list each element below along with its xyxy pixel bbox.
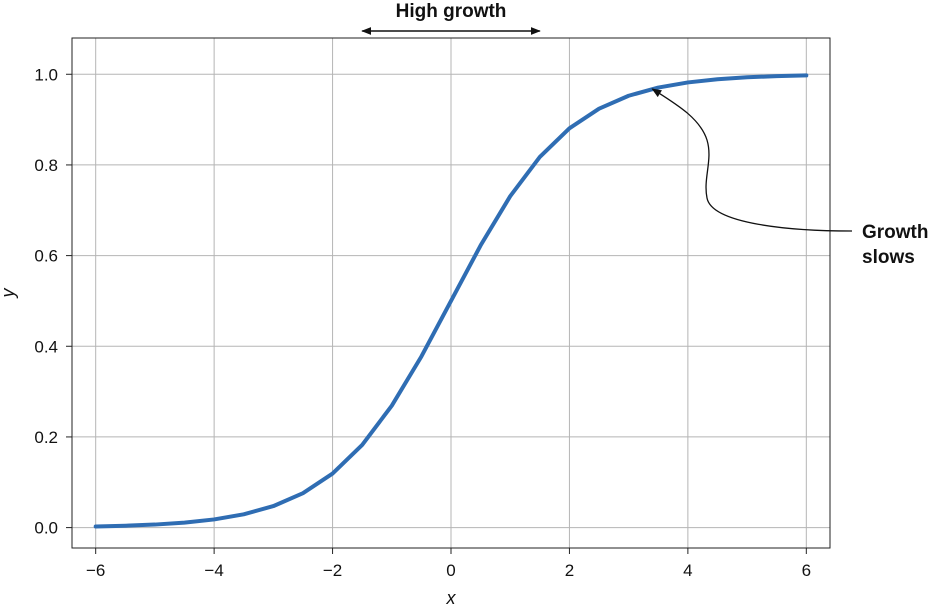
y-tick-label: 0.6 bbox=[34, 247, 58, 266]
x-tick-label: −2 bbox=[323, 561, 342, 580]
y-tick-label: 0.0 bbox=[34, 519, 58, 538]
y-axis-label: y bbox=[0, 288, 18, 300]
growth-slows-label-line-1: Growth bbox=[862, 222, 929, 243]
x-axis-label: x bbox=[446, 588, 457, 606]
grid-lines bbox=[72, 38, 830, 548]
sigmoid-line bbox=[93, 73, 809, 529]
x-tick-label: −6 bbox=[86, 561, 105, 580]
growth-slows-arrow bbox=[651, 88, 853, 232]
x-tick-label: 0 bbox=[446, 561, 455, 580]
x-tick-label: 6 bbox=[802, 561, 811, 580]
annotation-growth-slows: Growth slows bbox=[651, 88, 929, 268]
high-growth-label: High growth bbox=[396, 1, 507, 22]
y-tick-label: 0.8 bbox=[34, 156, 58, 175]
y-tick-label: 0.2 bbox=[34, 428, 58, 447]
y-tick-label: 1.0 bbox=[34, 65, 58, 84]
x-tick-label: −4 bbox=[204, 561, 223, 580]
growth-slows-label-line-2: slows bbox=[862, 247, 915, 268]
x-tick-label: 4 bbox=[683, 561, 692, 580]
data-series bbox=[93, 73, 809, 529]
annotation-high-growth: High growth bbox=[361, 1, 541, 35]
y-tick-label: 0.4 bbox=[34, 337, 58, 356]
x-tick-label: 2 bbox=[565, 561, 574, 580]
axis-ticks: −6 −4 −2 0 2 4 6 0.0 0.2 0.4 0.6 0.8 1.0 bbox=[34, 65, 811, 580]
